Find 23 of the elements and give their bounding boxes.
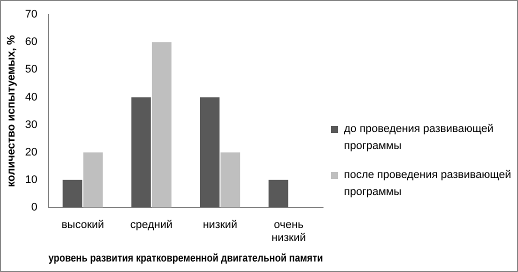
bar [131, 97, 151, 208]
x-tick-label: средний [130, 219, 173, 232]
x-tick-label: высокий [61, 219, 104, 232]
legend-label: до проведения развивающей программы [344, 122, 495, 154]
bar [83, 152, 103, 208]
y-tick-label: 60 [25, 36, 38, 48]
x-tick-label: низкий [202, 219, 238, 232]
y-tick-label: 20 [25, 146, 38, 158]
x-axis-title: уровень развития кратковременной двигательной памяти [48, 252, 323, 265]
bar [200, 97, 220, 208]
y-axis-title: количество испытуемых, % [6, 34, 18, 187]
bar [220, 152, 240, 208]
bar [62, 180, 82, 208]
bar [268, 180, 288, 208]
y-tick-label: 0 [31, 201, 38, 214]
y-tick-label: 50 [25, 64, 38, 76]
y-tick-label: 10 [25, 174, 38, 186]
y-tick-label: 70 [25, 8, 38, 21]
x-tick-label: очень низкий [271, 219, 306, 244]
y-tick-label: 40 [25, 91, 38, 104]
bar [152, 42, 172, 208]
legend-label: после проведения развивающей программы [344, 168, 512, 200]
y-tick-label: 30 [25, 118, 38, 131]
